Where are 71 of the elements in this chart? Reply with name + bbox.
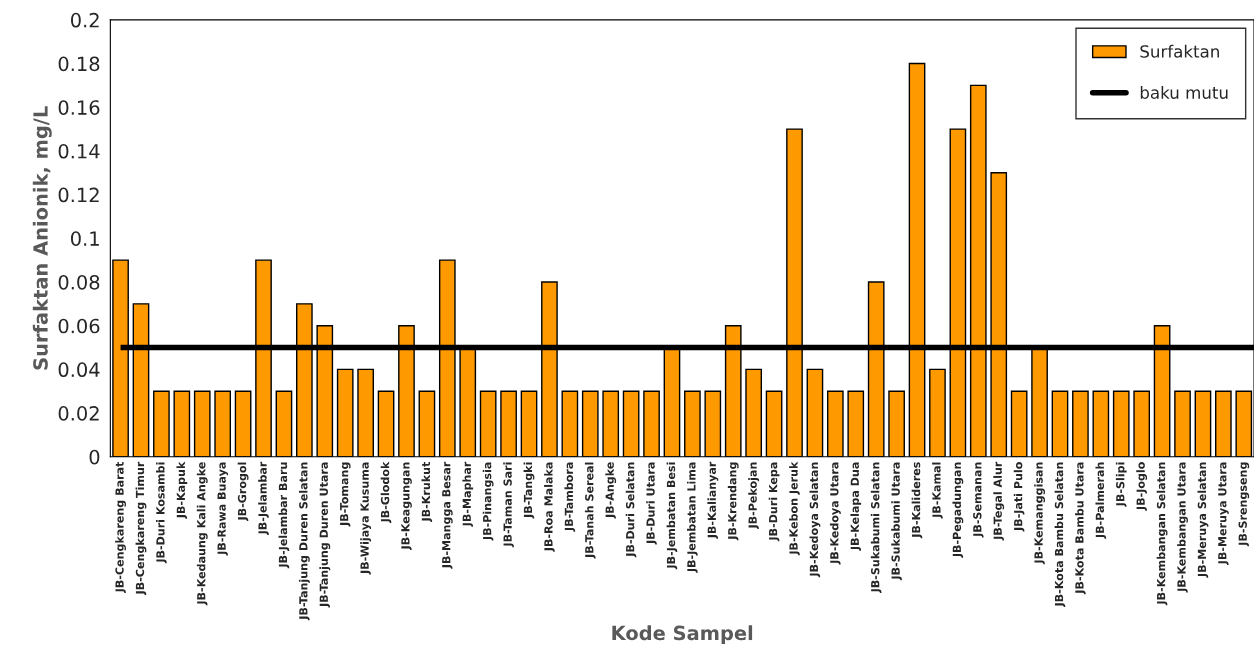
x-tick-label: JB-Tanjung Duren Selatan [298,462,310,621]
x-tick-label: JB-Kelapa Dua [850,462,862,551]
y-tick-label: 0.04 [58,362,100,378]
x-tick-label: JB-Duri Kepa [768,462,780,542]
y-tick-label: 0.08 [58,274,100,290]
x-tick-label: JB-Meruya Selatan [1197,462,1209,578]
x-tick-label: JB-Duri Selatan [625,462,637,558]
x-tick-label: JB-Maphar [462,461,474,527]
x-tick-label: JB-Tambora [564,462,576,532]
x-tick-label: JB-Kedoya Selatan [809,462,821,578]
x-tick-label: JB-Jembatan Lima [687,462,698,573]
x-tick-label: JB-Kemanggisan [1034,462,1045,565]
x-tick-label: JB-Glodok [380,461,392,524]
x-tick-label: JB-Tanjung Duren Utara [319,462,331,608]
x-tick-label: JB-Pekojan [748,462,760,530]
x-tick-label: JB-Tangki [523,462,535,519]
y-tick-label: 0.16 [58,100,100,115]
x-tick-label: JB-Kalideres [911,462,923,539]
x-tick-label: JB-Roa Malaka [544,462,555,552]
x-tick-label: JB-Keagungan [401,462,412,551]
x-tick-label: JB-Semanan [973,462,984,538]
x-tick-label: JB-Cengkareng Barat [115,461,126,593]
x-tick-label: JB-Kembangan Utara [1177,462,1188,593]
x-tick-label: JB-Joglo [1136,462,1148,511]
x-tick-label: JB-Duri Kosambi [156,462,167,564]
x-tick-label: JB-Duri Utara [646,462,657,545]
x-tick-label: JB-Kamal [932,462,943,519]
y-tick-label: 0.06 [58,318,100,334]
legend-label: baku mutu [1140,85,1228,99]
legend-label: Surfaktan [1140,44,1219,58]
x-tick-label: JB-Kapuk [176,461,188,519]
x-tick-label: JB-Pinangsia [482,462,494,541]
x-tick-label: JB-Tegal Alur [993,461,1005,541]
x-tick-label: JB-Mangga Besar [442,461,453,569]
x-tick-label: JB-Krendang [727,462,739,541]
y-tick-label: 0 [89,449,100,465]
x-tick-label: JB-Jati Pulo [1013,462,1025,532]
x-axis-title: Kode Sampel [612,625,753,645]
x-tick-label: JB-Kalianyar [707,461,719,539]
x-tick-label: JB-Tanah Sereal [584,462,596,559]
x-tick-label: JB-Meruya Utara [1218,462,1229,565]
x-tick-label: JB-Kembangan Selatan [1156,462,1168,606]
x-tick-label: JB-Jelambar Baru [278,462,290,569]
x-tick-label: JB-Wijaya Kusuma [360,462,372,575]
x-tick-label: JB-Sukabumi Selatan [870,462,882,593]
x-tick-label: JB-Krukut [421,461,433,523]
y-tick-label: 0.1 [70,231,99,246]
y-axis-title: Surfaktan Anionik, mg/L [32,106,52,370]
x-tick-label: JB-Kebon Jeruk [789,461,800,556]
y-tick-label: 0.18 [58,56,100,72]
x-tick-label: JB-Kedoya Utara [829,462,841,565]
x-tick-label: JB-Tomang [340,462,351,527]
x-tick-label: JB-Kota Bambu Utara [1075,462,1086,595]
y-tick-label: 0.02 [58,406,99,421]
x-tick-label: JB-Jembatan Besi [666,462,678,570]
y-tick-label: 0.14 [58,143,100,159]
x-tick-label: JB-Pegadungan [952,462,964,558]
x-tick-label: JB-Cengkareng Timur [135,461,147,596]
x-tick-label: JB-Taman Sari [503,462,514,548]
x-tick-label: JB-Rawa Buaya [217,462,229,556]
y-tick-label: 0.2 [70,12,99,28]
x-tick-label: JB-Kota Bambu Selatan [1054,462,1066,608]
x-tick-label: JB-Jelambar [258,461,269,535]
x-tick-label: JB-Kedaung Kali Angke [196,462,208,606]
x-tick-label: JB-Slipi [1115,462,1127,507]
x-tick-label: JB-Sukabumi Utara [891,462,902,581]
x-tick-label: JB-Palmerah [1095,462,1107,539]
x-tick-label: JB-Angke [605,462,617,519]
x-tick-label: JB-Srengseng [1238,462,1250,547]
y-tick-label: 0.12 [58,187,99,203]
x-tick-label: JB-Grogol [237,462,249,522]
